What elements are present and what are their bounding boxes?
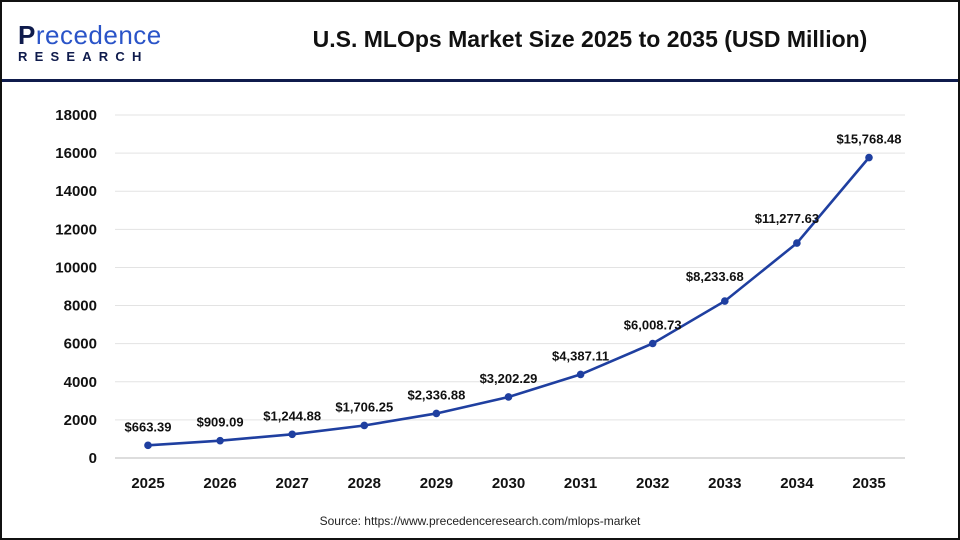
- precedence-research-logo: Precedence RESEARCH: [18, 22, 162, 64]
- y-tick-label: 14000: [55, 183, 97, 200]
- x-tick-label: 2028: [348, 475, 381, 492]
- chart-title: U.S. MLOps Market Size 2025 to 2035 (USD…: [312, 26, 868, 52]
- x-tick-label: 2031: [564, 475, 597, 492]
- x-tick-label: 2033: [708, 475, 741, 492]
- data-label: $6,008.73: [624, 318, 682, 333]
- data-point: [648, 339, 657, 348]
- y-tick-label: 12000: [55, 221, 97, 238]
- y-tick-label: 8000: [64, 298, 97, 315]
- data-label: $3,202.29: [480, 371, 538, 386]
- data-point: [576, 370, 585, 379]
- data-label: $1,706.25: [335, 399, 393, 414]
- y-tick-label: 6000: [64, 336, 97, 353]
- x-tick-label: 2029: [420, 475, 453, 492]
- x-tick-label: 2025: [131, 475, 164, 492]
- y-tick-label: 10000: [55, 259, 97, 276]
- x-tick-label: 2032: [636, 475, 669, 492]
- header: Precedence RESEARCH U.S. MLOps Market Si…: [0, 0, 960, 80]
- series-line: [147, 156, 870, 447]
- logo-word: recedence: [35, 20, 162, 50]
- x-tick-label: 2026: [203, 475, 236, 492]
- y-tick-label: 4000: [64, 374, 97, 391]
- data-point: [288, 430, 297, 439]
- y-tick-label: 0: [89, 450, 97, 467]
- data-label: $15,768.48: [836, 132, 901, 147]
- logo-initial: P: [18, 20, 36, 50]
- data-label: $909.09: [197, 415, 244, 430]
- data-label: $2,336.88: [407, 387, 465, 402]
- data-label: $8,233.68: [686, 269, 744, 284]
- data-point: [721, 297, 729, 305]
- data-point: [144, 441, 152, 450]
- logo-subword: RESEARCH: [18, 49, 149, 64]
- data-point: [360, 421, 369, 430]
- data-point: [216, 436, 224, 445]
- x-tick-label: 2030: [492, 475, 525, 492]
- data-point: [504, 393, 513, 401]
- y-tick-label: 18000: [55, 107, 97, 124]
- y-tick-label: 2000: [64, 412, 97, 429]
- y-tick-label: 16000: [55, 145, 97, 162]
- data-label: $663.39: [125, 419, 172, 434]
- source-note: Source: https://www.precedenceresearch.c…: [319, 514, 641, 528]
- data-label: $1,244.88: [263, 408, 321, 423]
- x-tick-label: 2035: [852, 475, 885, 492]
- x-tick-label: 2034: [780, 475, 814, 492]
- data-label: $4,387.11: [552, 348, 609, 363]
- data-label: $11,277.63: [755, 211, 819, 226]
- data-point: [793, 239, 801, 247]
- header-divider: [2, 79, 958, 82]
- x-tick-label: 2027: [276, 475, 309, 492]
- data-point: [865, 153, 873, 162]
- data-point: [432, 409, 441, 418]
